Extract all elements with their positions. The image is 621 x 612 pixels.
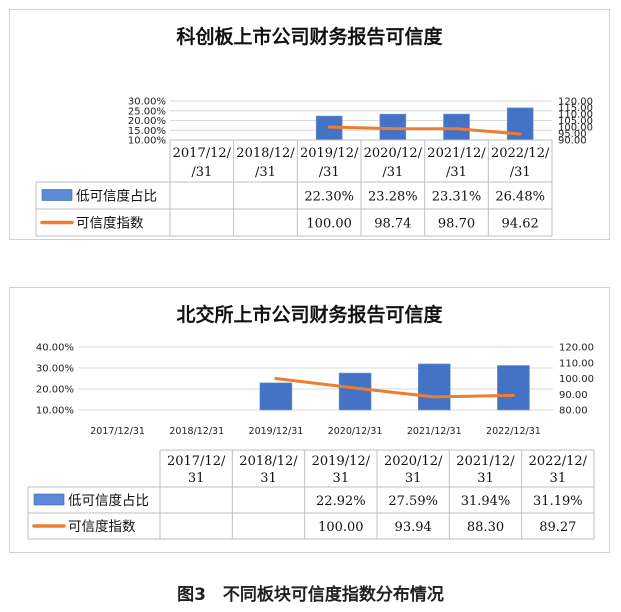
table-cell-bar-value: 31.19% [533, 494, 583, 509]
x-tick-label: 2019/12/31 [249, 426, 304, 437]
table-header-line2: 31 [550, 471, 567, 486]
table-header-line1: 2017/12/ [173, 146, 232, 161]
table-header-line1: 2022/12/ [529, 454, 588, 469]
chart-title: 北交所上市公司财务报告可信度 [176, 304, 443, 326]
x-tick-label: 2022/12/31 [486, 426, 541, 437]
bar [259, 382, 293, 411]
x-tick-label: 2018/12/31 [169, 426, 224, 437]
table-cell-line-value: 100.00 [306, 217, 352, 232]
table-cell-line-value: 93.94 [395, 520, 432, 535]
table-cell-line-value: 100.00 [318, 520, 364, 535]
table-cell-bar-value: 22.30% [304, 190, 354, 205]
y-tick-label: 30.00% [128, 97, 166, 108]
bar [443, 113, 470, 141]
y2-tick-label: 95.00 [558, 129, 587, 140]
table-cell-bar-value: 23.28% [368, 190, 418, 205]
legend-label-bar: 低可信度占比 [76, 189, 157, 205]
table-cell-line-value: 98.74 [374, 217, 411, 232]
table-cell-bar-value: 26.48% [495, 190, 545, 205]
y2-tick-label: 115.00 [558, 103, 593, 114]
y-tick-label: 40.00% [36, 343, 74, 354]
y2-tick-label: 110.00 [558, 110, 593, 121]
legend-swatch-bar [33, 493, 65, 506]
y-tick-label: 15.00% [128, 126, 166, 137]
series-line [327, 125, 522, 136]
table-header-line2: /31 [510, 165, 531, 180]
y2-tick-label: 100.00 [559, 374, 594, 385]
table-cell-bar-value: 27.59% [388, 494, 438, 509]
legend-label-line: 可信度指数 [76, 216, 144, 232]
bar [417, 363, 451, 411]
series-line [274, 377, 515, 399]
bar [497, 365, 530, 411]
chart-panel-bse: 北交所上市公司财务报告可信度 40.00% 30.00% 20.00% 10.00% 1… [9, 287, 610, 553]
y-tick-label: 30.00% [36, 364, 74, 375]
table-cell-line-value: 88.30 [467, 520, 504, 535]
y2-tick-label: 120.00 [558, 97, 593, 108]
x-tick-label: 2017/12/31 [90, 426, 145, 437]
chart-svg: 40.00% 30.00% 20.00% 10.00% 120.00 110.00 100.… [27, 343, 595, 540]
y-tick-label: 10.00% [128, 136, 166, 147]
y-tick-label: 10.00% [36, 406, 74, 417]
table-header-line2: 31 [333, 471, 350, 486]
table-header-line1: 2018/12/ [236, 146, 295, 161]
table-cell-bar-value: 23.31% [432, 190, 482, 205]
table-cell-line-value: 94.62 [502, 217, 539, 232]
chart-svg: 30.00%25.00%20.00%15.00%10.00% 120.00115.… [35, 97, 593, 237]
table-header-line2: /31 [446, 165, 467, 180]
y2-tick-label: 90.00 [559, 390, 588, 401]
table-header-line1: 2019/12/ [312, 454, 371, 469]
legend-swatch-bar [41, 189, 73, 201]
x-tick-label: 2020/12/31 [328, 426, 383, 437]
table-header-line2: 31 [477, 471, 494, 486]
table-header-line2: 31 [188, 471, 205, 486]
table-header-line1: 2017/12/ [167, 454, 226, 469]
y-tick-label: 25.00% [128, 106, 166, 117]
table-header-line1: 2021/12/ [456, 454, 515, 469]
y2-tick-label: 90.00 [558, 136, 587, 147]
table-header-line2: /31 [191, 165, 212, 180]
y-tick-label: 20.00% [36, 385, 74, 396]
figure-caption: 图3 不同板块可信度指数分布情况 [177, 585, 444, 605]
legend-label-bar: 低可信度占比 [68, 493, 149, 509]
table-cell-line-value: 89.27 [539, 520, 576, 535]
table-header-line1: 2019/12/ [300, 146, 359, 161]
table-header-line1: 2022/12/ [491, 146, 550, 161]
table-header-line1: 2020/12/ [364, 146, 423, 161]
x-tick-label: 2021/12/31 [407, 426, 462, 437]
table-header-line2: /31 [382, 165, 403, 180]
table-cell-line-value: 98.70 [438, 217, 475, 232]
y2-tick-label: 80.00 [559, 406, 588, 417]
table-header-line1: 2020/12/ [384, 454, 443, 469]
chart-panel-star-market: 科创板上市公司财务报告可信度 30.00% 25.00% 20.00% 15.00% 1… [9, 9, 610, 240]
table-header-line2: /31 [319, 165, 340, 180]
table-header-line2: /31 [255, 165, 276, 180]
table-header-line1: 2021/12/ [427, 146, 486, 161]
bar [338, 372, 372, 411]
y-tick-label: 20.00% [128, 116, 166, 127]
y2-tick-label: 105.00 [558, 116, 593, 127]
table-cell-bar-value: 22.92% [316, 494, 366, 509]
table-header-line2: 31 [405, 471, 422, 486]
y2-tick-label: 110.00 [559, 358, 594, 369]
table-header-line2: 31 [260, 471, 277, 486]
table-cell-bar-value: 31.94% [461, 494, 511, 509]
y2-tick-label: 100.00 [558, 123, 593, 134]
chart-title: 科创板上市公司财务报告可信度 [176, 26, 443, 48]
y2-tick-label: 120.00 [559, 343, 594, 354]
table-header-line1: 2018/12/ [239, 454, 298, 469]
legend-label-line: 可信度指数 [68, 519, 136, 535]
